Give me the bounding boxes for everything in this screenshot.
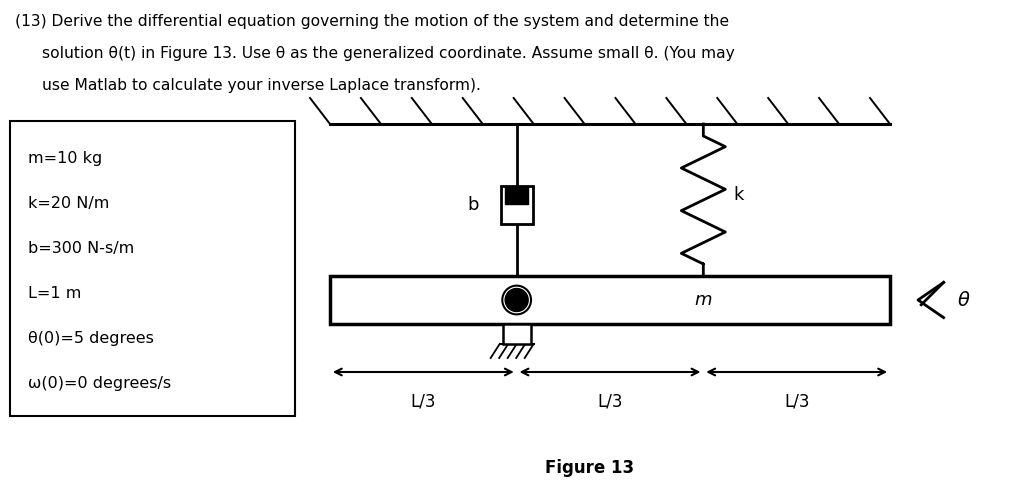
Text: ω(0)=0 degrees/s: ω(0)=0 degrees/s — [28, 376, 171, 391]
Text: k=20 N/m: k=20 N/m — [28, 196, 110, 211]
Bar — [506, 187, 527, 204]
Bar — [501, 186, 532, 224]
Circle shape — [503, 286, 531, 314]
Text: m=10 kg: m=10 kg — [28, 151, 102, 166]
Text: L/3: L/3 — [784, 392, 809, 410]
Text: Figure 13: Figure 13 — [546, 459, 635, 477]
Text: L=1 m: L=1 m — [28, 286, 81, 301]
Text: $\theta$: $\theta$ — [956, 291, 971, 310]
Text: L/3: L/3 — [597, 392, 623, 410]
Text: use Matlab to calculate your inverse Laplace transform).: use Matlab to calculate your inverse Lap… — [42, 78, 481, 93]
Text: θ(0)=5 degrees: θ(0)=5 degrees — [28, 331, 154, 346]
Bar — [330, 276, 890, 324]
Text: L/3: L/3 — [411, 392, 436, 410]
Circle shape — [505, 289, 528, 311]
Bar — [10, 121, 295, 416]
Text: b=300 N-s/m: b=300 N-s/m — [28, 241, 134, 256]
Text: b: b — [467, 196, 478, 214]
Text: (13) Derive the differential equation governing the motion of the system and det: (13) Derive the differential equation go… — [15, 14, 729, 29]
Bar — [503, 324, 530, 344]
Text: solution θ(t) in Figure 13. Use θ as the generalized coordinate. Assume small θ.: solution θ(t) in Figure 13. Use θ as the… — [42, 46, 735, 61]
Text: k: k — [733, 186, 743, 204]
Text: m: m — [694, 291, 712, 309]
